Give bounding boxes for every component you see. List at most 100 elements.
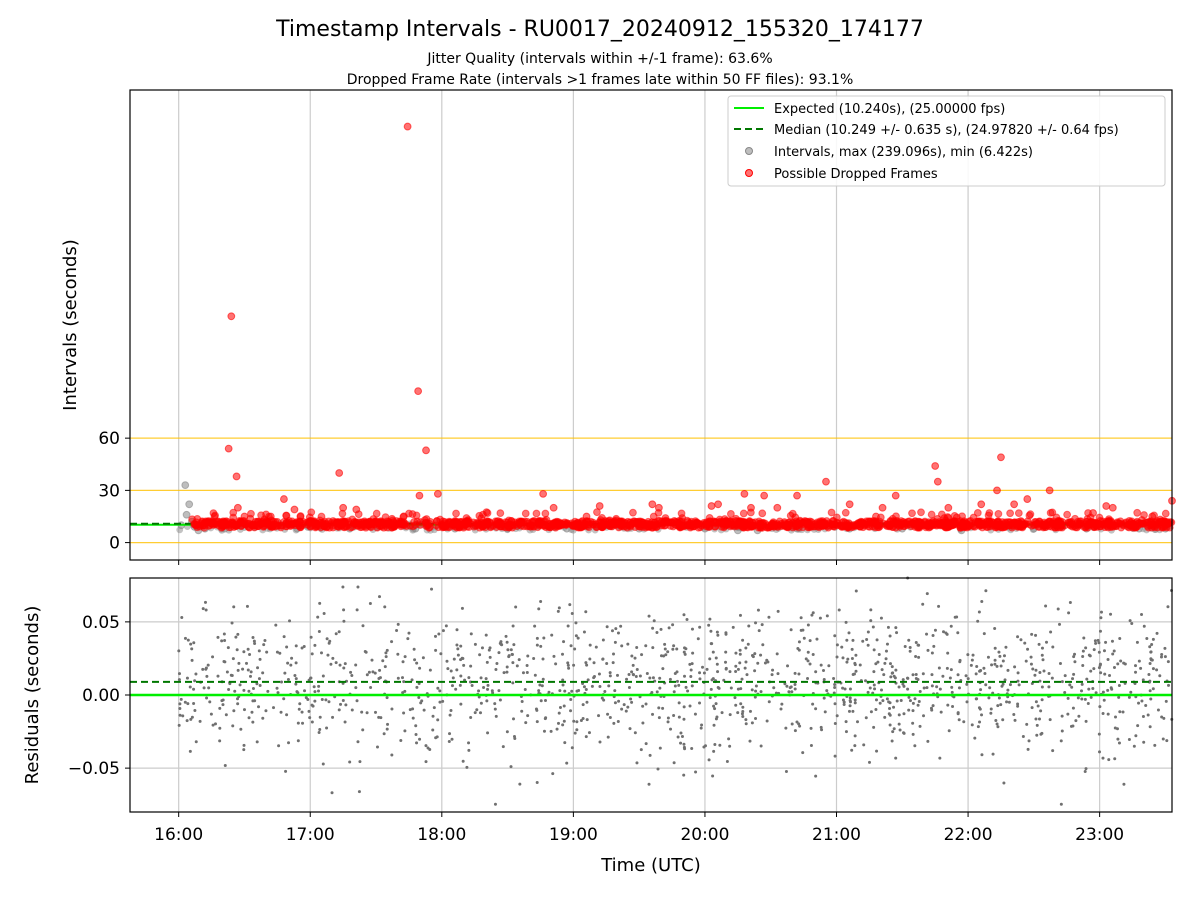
- dropped-point-16: [793, 491, 801, 500]
- residual-point: [1098, 629, 1102, 633]
- residual-point: [354, 686, 358, 690]
- residual-point: [950, 685, 954, 689]
- residual-point: [811, 702, 815, 706]
- residual-point: [193, 679, 197, 683]
- residual-point: [728, 744, 732, 748]
- residual-point: [507, 655, 511, 659]
- residual-point: [851, 638, 855, 642]
- residual-point: [689, 675, 693, 679]
- residual-point: [245, 604, 249, 608]
- residual-point: [672, 690, 676, 694]
- residual-point: [789, 685, 793, 689]
- residual-point: [1039, 709, 1043, 713]
- residual-point: [956, 631, 960, 635]
- residual-point: [883, 715, 887, 719]
- residual-point: [872, 683, 876, 687]
- dropped-band-point: [509, 521, 517, 530]
- residual-point: [205, 696, 209, 700]
- dropped-band-point: [1167, 518, 1176, 527]
- residual-point: [780, 702, 784, 706]
- residual-point: [585, 718, 589, 722]
- dropped-point-36: [944, 503, 953, 512]
- residual-point: [756, 608, 760, 612]
- residual-point: [330, 791, 334, 795]
- dropped-band-point: [452, 509, 460, 518]
- residual-point: [1041, 658, 1045, 662]
- residual-point: [318, 728, 322, 732]
- dropped-band-point: [329, 523, 337, 532]
- residual-point: [538, 683, 542, 687]
- residual-point: [511, 661, 515, 665]
- residual-point: [894, 756, 898, 760]
- residual-point: [587, 731, 591, 735]
- residual-point: [535, 780, 539, 784]
- residual-point: [1134, 734, 1138, 738]
- bottom-ticks: 16:00 17:00 18:00 19:00 20:00 21:00 22:00 23:00…: [68, 613, 1124, 845]
- residual-point: [218, 739, 222, 743]
- residual-point: [526, 714, 530, 718]
- residual-point: [677, 683, 681, 687]
- residual-point: [1029, 655, 1033, 659]
- residual-point: [1163, 646, 1167, 650]
- residual-point: [1141, 714, 1145, 718]
- residual-point: [793, 682, 797, 686]
- residual-point: [931, 634, 935, 638]
- residual-point: [941, 674, 945, 678]
- residual-point: [1151, 667, 1155, 671]
- residual-point: [569, 709, 573, 713]
- residual-point: [744, 722, 748, 726]
- residual-point: [594, 645, 598, 649]
- legend-intervals-marker: [745, 147, 753, 155]
- residual-point: [1058, 661, 1062, 665]
- residual-point: [718, 743, 722, 747]
- residual-point: [811, 611, 815, 615]
- dropped-point-29: [595, 502, 604, 510]
- residual-point: [995, 664, 999, 668]
- residual-point: [456, 647, 460, 651]
- residual-point: [906, 687, 910, 691]
- dropped-band-point: [625, 518, 634, 527]
- residual-point: [652, 619, 656, 623]
- residual-point: [293, 674, 297, 678]
- residual-point: [750, 688, 754, 692]
- top-ticks: 0 30 60: [98, 429, 1101, 565]
- residual-point: [313, 643, 317, 647]
- residual-point: [980, 713, 984, 717]
- residual-point: [251, 635, 255, 639]
- residual-point: [682, 773, 686, 777]
- dropped-point-2: [414, 387, 423, 396]
- dropped-band-point: [515, 519, 524, 527]
- residual-point: [1148, 725, 1152, 729]
- residual-point: [220, 639, 224, 643]
- residual-point: [246, 647, 250, 651]
- residual-point: [956, 712, 960, 716]
- residual-point: [274, 623, 278, 627]
- residual-point: [1080, 697, 1084, 701]
- residual-point: [710, 642, 714, 646]
- dropped-point-39: [1102, 502, 1111, 510]
- dropped-point-7: [931, 462, 940, 470]
- residual-point: [878, 701, 882, 705]
- residual-point: [313, 699, 317, 703]
- residual-point: [547, 690, 551, 694]
- residual-point: [682, 705, 686, 709]
- residual-point: [261, 716, 265, 720]
- residual-point: [1118, 637, 1122, 641]
- residual-point: [698, 677, 702, 681]
- residual-point: [853, 701, 857, 705]
- dropped-band-point: [759, 518, 768, 527]
- dropped-point-3: [224, 444, 233, 453]
- residual-point: [847, 709, 851, 713]
- residual-point: [251, 699, 255, 703]
- residual-point: [542, 636, 546, 640]
- dropped-band-point: [399, 512, 408, 521]
- residual-point: [702, 671, 706, 675]
- dropped-band-point: [372, 509, 381, 518]
- residual-point: [280, 680, 284, 684]
- residual-point: [806, 677, 810, 681]
- residual-point: [236, 697, 240, 701]
- residual-point: [567, 666, 571, 670]
- residual-point: [658, 676, 662, 680]
- residual-point: [714, 656, 718, 660]
- residual-point: [980, 753, 984, 757]
